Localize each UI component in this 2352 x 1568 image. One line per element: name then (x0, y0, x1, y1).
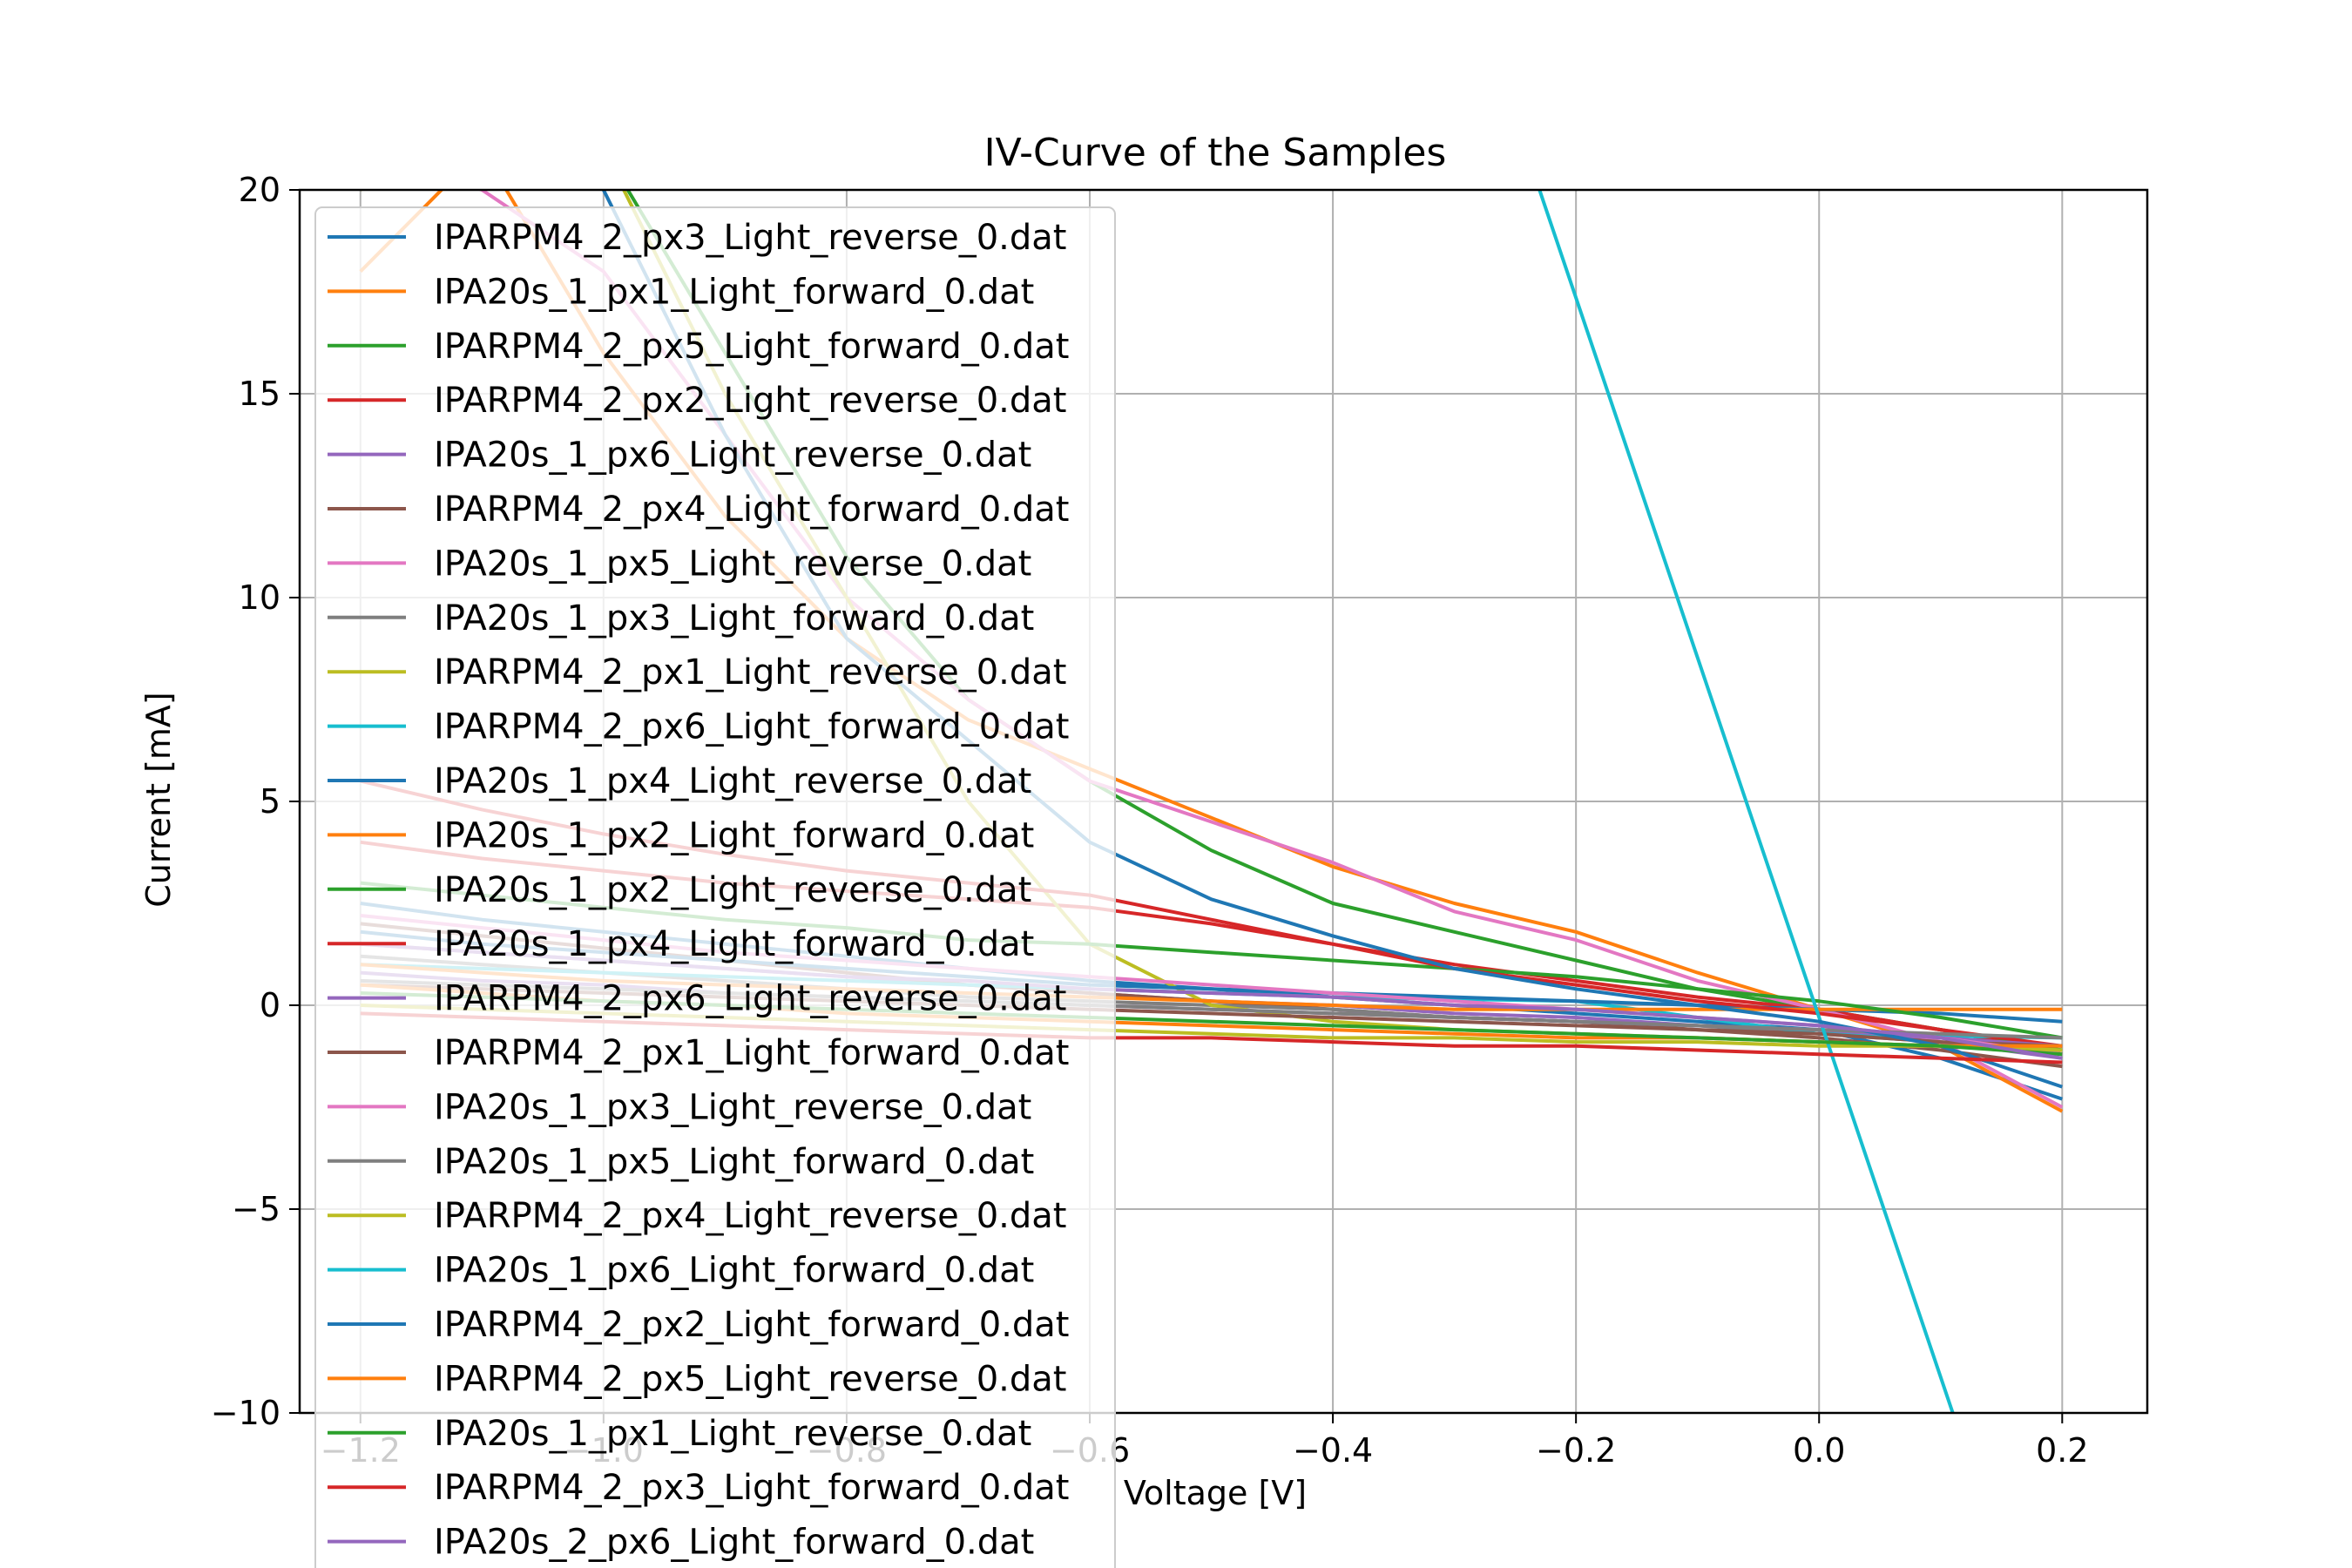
legend-label: IPA20s_1_px1_Light_forward_0.dat (434, 272, 1034, 312)
legend-label: IPARPM4_2_px2_Light_reverse_0.dat (434, 381, 1066, 421)
legend-label: IPA20s_1_px4_Light_forward_0.dat (434, 924, 1034, 964)
legend-label: IPA20s_1_px4_Light_reverse_0.dat (434, 761, 1031, 801)
legend-label: IPA20s_1_px5_Light_reverse_0.dat (434, 544, 1031, 584)
y-tick-label: 0 (260, 986, 280, 1024)
y-axis-label: Current [mA] (139, 692, 178, 907)
legend-label: IPARPM4_2_px2_Light_forward_0.dat (434, 1305, 1070, 1345)
legend-label: IPA20s_1_px5_Light_forward_0.dat (434, 1142, 1034, 1182)
legend-label: IPA20s_1_px6_Light_forward_0.dat (434, 1251, 1034, 1291)
y-tick-label: 20 (239, 171, 280, 209)
x-tick-label: −0.4 (1293, 1431, 1373, 1470)
y-tick-label: 15 (239, 375, 280, 413)
legend: IPARPM4_2_px3_Light_reverse_0.dat IPA20s_… (314, 206, 1116, 1568)
y-axis: −10 −5 0 5 10 15 20 (211, 171, 300, 1432)
legend-label: IPARPM4_2_px5_Light_reverse_0.dat (434, 1359, 1066, 1399)
legend-label: IPA20s_1_px6_Light_reverse_0.dat (434, 436, 1031, 476)
y-tick-label: 5 (260, 782, 280, 821)
chart-title: IV-Curve of the Samples (984, 131, 1447, 175)
legend-label: IPA20s_1_px3_Light_reverse_0.dat (434, 1087, 1031, 1127)
legend-label: IPARPM4_2_px1_Light_forward_0.dat (434, 1033, 1070, 1073)
legend-label: IPA20s_1_px1_Light_reverse_0.dat (434, 1414, 1031, 1454)
legend-label: IPA20s_1_px2_Light_forward_0.dat (434, 815, 1034, 855)
legend-label: IPA20s_2_px6_Light_forward_0.dat (434, 1523, 1034, 1563)
legend-label: IPARPM4_2_px1_Light_reverse_0.dat (434, 652, 1066, 693)
legend-label: IPARPM4_2_px5_Light_forward_0.dat (434, 327, 1070, 367)
legend-label: IPARPM4_2_px3_Light_reverse_0.dat (434, 218, 1066, 258)
x-tick-label: −0.2 (1536, 1431, 1616, 1470)
y-tick-label: 10 (239, 578, 280, 617)
x-tick-label: 0.0 (1793, 1431, 1845, 1470)
legend-label: IPARPM4_2_px4_Light_reverse_0.dat (434, 1196, 1066, 1236)
legend-label: IPA20s_1_px3_Light_forward_0.dat (434, 598, 1034, 639)
legend-label: IPARPM4_2_px3_Light_forward_0.dat (434, 1468, 1070, 1508)
legend-label: IPARPM4_2_px6_Light_forward_0.dat (434, 707, 1070, 747)
series-line-20 (1538, 190, 1955, 1413)
legend-box (314, 206, 1116, 1568)
x-axis-label: Voltage [V] (1124, 1474, 1307, 1512)
legend-label: IPARPM4_2_px4_Light_forward_0.dat (434, 490, 1070, 530)
y-tick-label: −5 (232, 1190, 280, 1228)
x-tick-label: 0.2 (2036, 1431, 2088, 1470)
y-tick-label: −10 (211, 1394, 280, 1432)
legend-label: IPARPM4_2_px6_Light_reverse_0.dat (434, 979, 1066, 1019)
legend-label: IPA20s_1_px2_Light_reverse_0.dat (434, 870, 1031, 910)
